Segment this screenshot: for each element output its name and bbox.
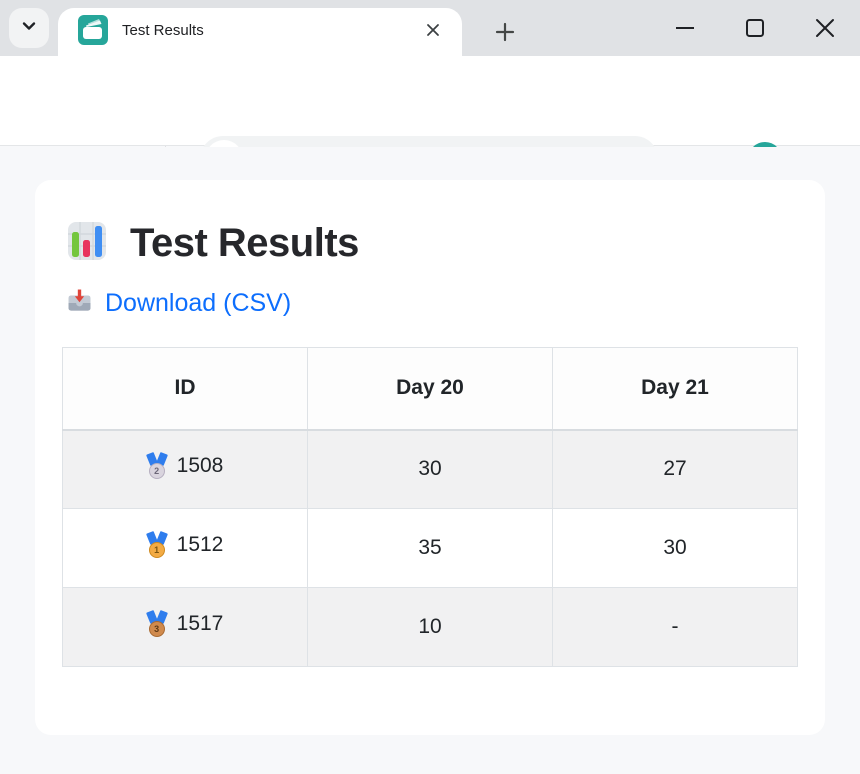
table-row: 3 1517 10 - (62, 587, 798, 667)
minimize-button[interactable] (650, 0, 720, 56)
cell-day21: 27 (552, 429, 798, 509)
id-value: 1508 (176, 454, 224, 478)
tab-close-button[interactable] (420, 17, 446, 43)
results-table: ID Day 20 Day 21 2 1508 30 (62, 347, 798, 667)
browser-tab[interactable]: Test Results (58, 8, 462, 56)
chevron-down-icon (20, 17, 38, 40)
close-window-button[interactable] (790, 0, 860, 56)
cell-day21: - (552, 587, 798, 667)
page-title: Test Results (130, 221, 359, 265)
tab-title: Test Results (122, 21, 204, 39)
results-card: Test Results Download (CSV) ID (35, 180, 825, 735)
id-value: 1512 (176, 533, 224, 556)
table-row: 1 1512 35 30 (62, 508, 798, 588)
silver-medal-icon: 2 (145, 452, 168, 480)
column-header-day20: Day 20 (307, 347, 553, 431)
column-header-id: ID (62, 347, 308, 431)
tab-search-button[interactable] (9, 8, 49, 48)
download-csv-link[interactable]: Download (CSV) (105, 288, 292, 317)
site-favicon-icon (78, 15, 108, 45)
bronze-medal-icon: 3 (145, 609, 168, 637)
column-header-day21: Day 21 (552, 347, 798, 431)
browser-toolbar: explore.sheetquiz.co... G x (0, 56, 860, 182)
new-tab-button[interactable] (488, 15, 522, 49)
table-header-row: ID Day 20 Day 21 (62, 347, 798, 431)
cell-id: 3 1517 (62, 587, 308, 667)
cell-day20: 30 (307, 429, 553, 509)
gold-medal-icon: 1 (145, 530, 168, 558)
download-row: Download (CSV) (66, 287, 798, 319)
table-row: 2 1508 30 27 (62, 429, 798, 509)
cell-day21: 30 (552, 508, 798, 588)
tab-strip: Test Results (0, 0, 860, 56)
cell-id: 1 1512 (62, 508, 308, 588)
window-controls (650, 0, 860, 56)
maximize-button[interactable] (720, 0, 790, 56)
bar-chart-icon (66, 220, 108, 267)
cell-day20: 10 (307, 587, 553, 667)
cell-id: 2 1508 (62, 429, 308, 509)
inbox-tray-icon (66, 287, 93, 319)
id-value: 1517 (176, 612, 224, 635)
page-content: Test Results Download (CSV) ID (0, 147, 860, 774)
heading-row: Test Results (66, 220, 798, 267)
cell-day20: 35 (307, 508, 553, 588)
